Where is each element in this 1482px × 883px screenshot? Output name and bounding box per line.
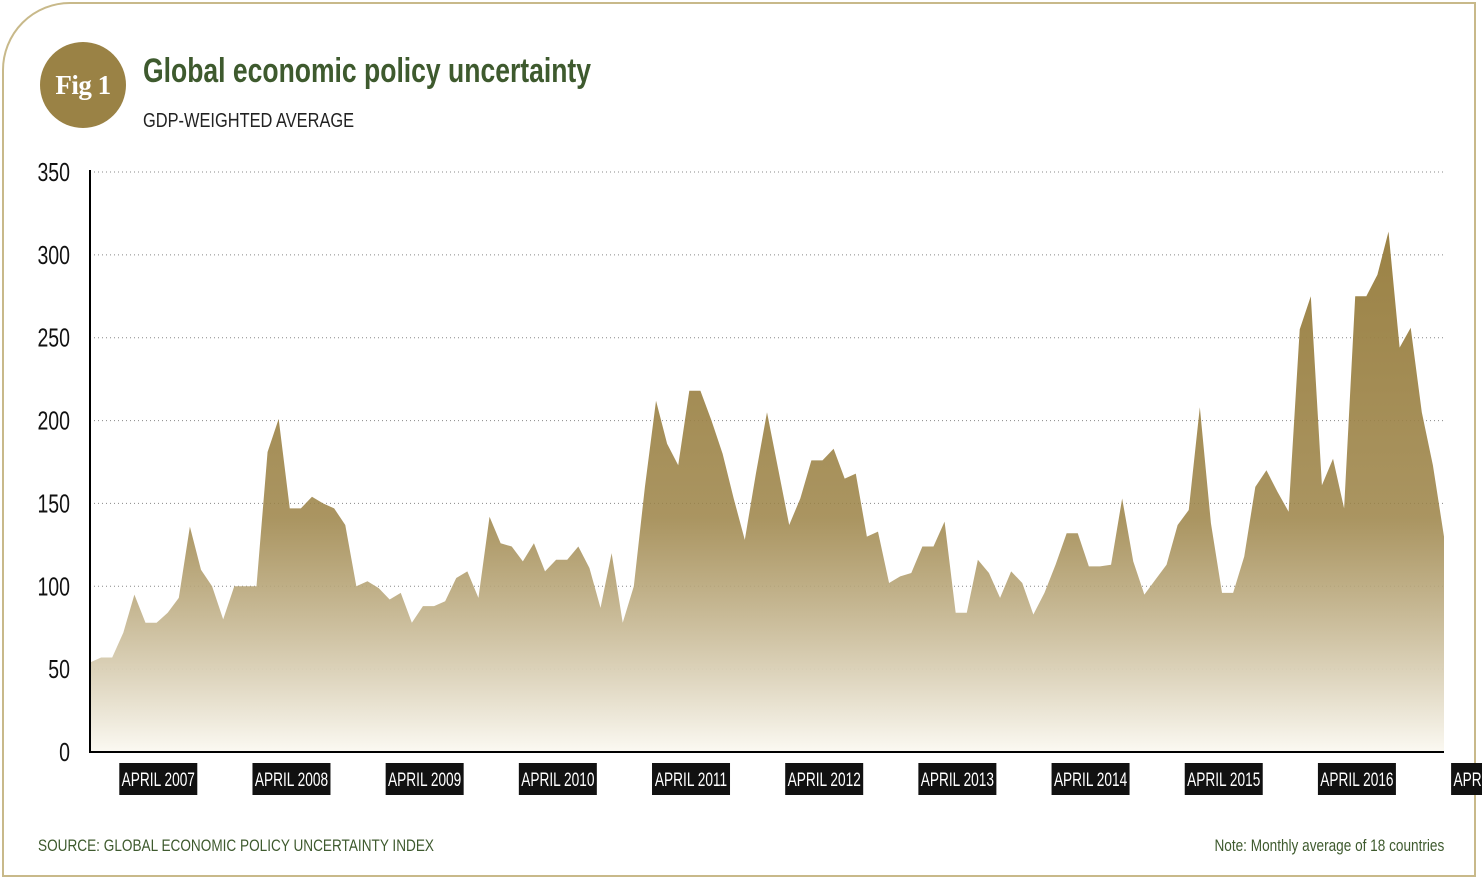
x-tick-box bbox=[1051, 763, 1130, 795]
x-tick-text: APRIL 2013 bbox=[921, 769, 994, 791]
y-tick-label: 300 bbox=[37, 240, 70, 269]
x-tick-text: APRIL 2007 bbox=[122, 769, 195, 791]
x-tick-label: APRIL 2013 bbox=[918, 763, 997, 795]
x-axis-ticks: APRIL 2007 APRIL 2008 APRIL 2009 APRIL 2010… bbox=[119, 763, 1482, 795]
x-tick-text: APRIL 2017 bbox=[1453, 769, 1482, 791]
x-tick-text: APRIL 2009 bbox=[388, 769, 461, 791]
x-tick-box bbox=[652, 763, 731, 795]
x-tick-text: APRIL 2008 bbox=[255, 769, 328, 791]
y-tick-label: 0 bbox=[59, 737, 70, 766]
x-tick-box bbox=[785, 763, 864, 795]
x-tick-box bbox=[1317, 763, 1396, 795]
x-tick-box bbox=[918, 763, 997, 795]
y-tick-label: 350 bbox=[37, 157, 70, 186]
x-tick-label: APRIL 2010 bbox=[518, 763, 597, 795]
x-tick-label: APRIL 2015 bbox=[1184, 763, 1263, 795]
x-tick-label: APRIL 2016 bbox=[1317, 763, 1396, 795]
footnote: Note: Monthly average of 18 countries bbox=[1214, 836, 1444, 855]
axes bbox=[89, 170, 1444, 753]
uncertainty-area-series bbox=[90, 231, 1444, 752]
x-tick-box bbox=[252, 763, 331, 795]
x-tick-text: APRIL 2012 bbox=[788, 769, 861, 791]
y-tick-label: 150 bbox=[37, 489, 70, 518]
x-tick-box bbox=[119, 763, 198, 795]
x-tick-box bbox=[1451, 763, 1482, 795]
y-tick-label: 200 bbox=[37, 406, 70, 435]
x-tick-label: APRIL 2007 bbox=[119, 763, 198, 795]
x-tick-box bbox=[1184, 763, 1263, 795]
y-tick-label: 50 bbox=[48, 654, 70, 683]
x-tick-text: APRIL 2010 bbox=[521, 769, 594, 791]
chart-title: Global economic policy uncertainty bbox=[143, 52, 592, 90]
y-tick-label: 250 bbox=[37, 323, 70, 352]
x-tick-label: APRIL 2008 bbox=[252, 763, 331, 795]
y-tick-label: 100 bbox=[37, 572, 70, 601]
figure-number-badge: Fig 1 bbox=[40, 42, 126, 128]
x-tick-box bbox=[518, 763, 597, 795]
x-tick-text: APRIL 2016 bbox=[1320, 769, 1393, 791]
x-tick-label: APRIL 2012 bbox=[785, 763, 864, 795]
x-tick-box bbox=[385, 763, 464, 795]
x-tick-label: APRIL 2014 bbox=[1051, 763, 1130, 795]
x-tick-text: APRIL 2011 bbox=[655, 769, 727, 791]
x-tick-label: APRIL 2011 bbox=[652, 763, 731, 795]
y-axis-ticks: 0 50 100 150 200 250 300 350 bbox=[37, 157, 70, 766]
chart-subtitle: GDP-WEIGHTED AVERAGE bbox=[143, 110, 355, 132]
x-tick-label: APRIL 2009 bbox=[385, 763, 464, 795]
x-tick-text: APRIL 2015 bbox=[1187, 769, 1260, 791]
x-tick-text: APRIL 2014 bbox=[1054, 769, 1127, 791]
x-tick-label: APRIL 2017 bbox=[1451, 763, 1482, 795]
source-note: SOURCE: GLOBAL ECONOMIC POLICY UNCERTAIN… bbox=[38, 836, 434, 855]
